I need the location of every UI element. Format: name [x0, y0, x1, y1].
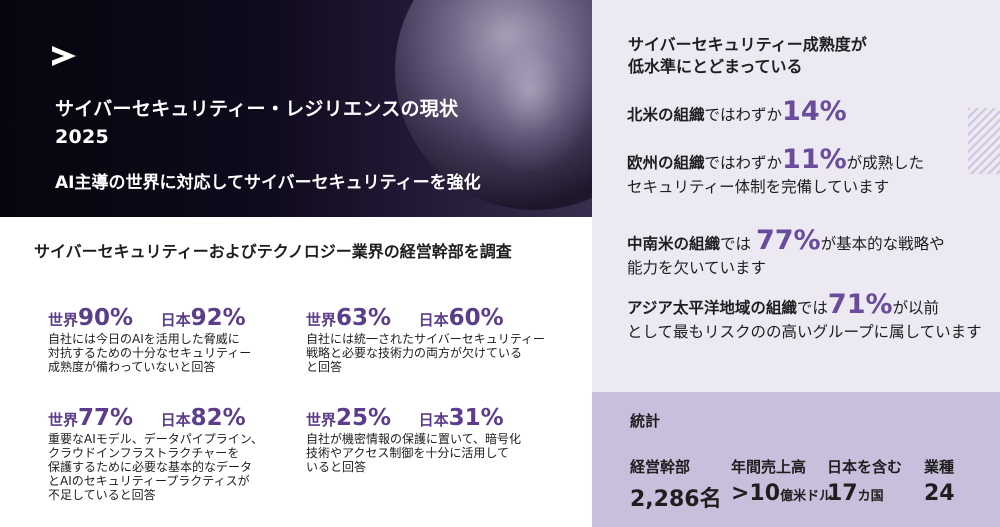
hero-title-year: 2025: [55, 126, 110, 148]
region-connector: ではわずか: [704, 106, 783, 124]
statistic-label: 業種: [924, 458, 955, 476]
region-label: アジア太平洋地域の組織: [627, 299, 797, 317]
maturity-item-apac: アジア太平洋地域の組織では71%が以前 として最もリスクのの高いグループに属して…: [627, 291, 982, 344]
globe-highlight: [470, 10, 590, 170]
region-label: 中南米の組織: [627, 235, 721, 253]
stat-values: 世界90% 日本92%: [48, 305, 251, 331]
japan-label: 日本: [160, 311, 191, 329]
desc-line: 対抗するための十分なセキュリティー: [48, 346, 252, 360]
statistic-label: 日本を含む: [827, 458, 903, 476]
maturity-title-line1: サイバーセキュリティー成熟度が: [628, 35, 867, 54]
world-label: 世界: [48, 311, 79, 329]
decorative-stripes: [968, 108, 1000, 174]
desc-line: 自社には統一されたサイバーセキュリティー: [306, 332, 546, 346]
desc-line: 重要なAIモデル、データパイプライン、: [48, 432, 264, 446]
statistic-unit: カ国: [857, 489, 884, 504]
statistic-value: 17カ国: [827, 481, 902, 506]
statistic-label: 年間売上高: [731, 458, 807, 476]
desc-line: 成熟度が備わっていないと回答: [48, 360, 216, 374]
desc-line: 技術やアクセス制御を十分に活用して: [306, 446, 510, 460]
world-value: 63%: [336, 305, 392, 331]
japan-label: 日本: [418, 411, 449, 429]
desc-line: クラウドインフラストラクチャーを: [48, 446, 240, 460]
region-percent: 14%: [782, 96, 847, 127]
region-text-line2: として最もリスクのの高いグループに属しています: [627, 323, 982, 341]
region-connector: では: [796, 299, 828, 317]
statistic-executives: 経営幹部 2,286名: [630, 456, 722, 513]
region-text: が以前: [892, 299, 940, 317]
statistic-revenue: 年間売上高 >10億米ドル: [731, 456, 832, 506]
statistic-industries: 業種 24: [924, 456, 955, 506]
stat-description: 自社が機密情報の保護に置いて、暗号化 技術やアクセス制御を十分に活用して いると…: [306, 432, 521, 474]
region-connector: では: [720, 235, 756, 253]
statistic-value: >10億米ドル: [731, 481, 832, 506]
statistic-value: 2,286名: [630, 481, 722, 513]
region-percent: 77%: [755, 225, 821, 256]
hero-title: サイバーセキュリティー・レジリエンスの現状 2025: [55, 95, 458, 151]
desc-line: いると回答: [306, 460, 367, 474]
statistic-number: 24: [924, 481, 955, 506]
survey-stat-4: 世界25% 日本31% 自社が機密情報の保護に置いて、暗号化 技術やアクセス制御…: [306, 405, 521, 474]
hero-title-line1: サイバーセキュリティー・レジリエンスの現状: [55, 98, 459, 120]
region-label: 欧州の組織: [627, 154, 705, 172]
statistic-countries: 日本を含む 17カ国: [827, 456, 902, 506]
stat-description: 自社には統一されたサイバーセキュリティー 戦略と必要な技術力の両方が欠けている …: [306, 332, 545, 374]
world-label: 世界: [306, 311, 337, 329]
statistic-label: 経営幹部: [630, 458, 691, 476]
region-connector: ではわずか: [704, 154, 783, 172]
statistic-number: 17: [827, 481, 858, 506]
world-value: 90%: [78, 305, 134, 331]
desc-line: 戦略と必要な技術力の両方が欠けている: [306, 346, 523, 360]
maturity-item-latin-america: 中南米の組織では 77%が基本的な戦略や 能力を欠いています: [627, 227, 945, 280]
world-value: 25%: [336, 405, 392, 431]
region-percent: 71%: [827, 289, 893, 320]
chevron-logo-icon: [52, 46, 76, 66]
maturity-item-north-america: 北米の組織ではわずか14%: [627, 98, 847, 127]
region-text: が成熟した: [846, 154, 925, 172]
desc-line: 不足していると回答: [48, 488, 156, 502]
japan-value: 82%: [190, 405, 246, 431]
survey-stat-3: 世界77% 日本82% 重要なAIモデル、データパイプライン、 クラウドインフラ…: [48, 405, 263, 502]
statistic-number: >10: [731, 481, 781, 506]
region-percent: 11%: [782, 144, 847, 175]
region-label: 北米の組織: [627, 106, 705, 124]
desc-line: 自社が機密情報の保護に置いて、暗号化: [306, 432, 522, 446]
maturity-item-europe: 欧州の組織ではわずか11%が成熟した セキュリティー体制を完備しています: [627, 146, 925, 199]
japan-value: 60%: [448, 305, 504, 331]
maturity-title-line2: 低水準にとどまっている: [628, 57, 803, 76]
maturity-title: サイバーセキュリティー成熟度が 低水準にとどまっている: [628, 34, 867, 78]
statistic-unit: 億米ドル: [780, 489, 833, 504]
statistic-value: 24: [924, 481, 955, 506]
survey-stat-2: 世界63% 日本60% 自社には統一されたサイバーセキュリティー 戦略と必要な技…: [306, 305, 545, 374]
stat-values: 世界77% 日本82%: [48, 405, 263, 431]
statistics-panel: [592, 392, 1000, 527]
region-text-line2: セキュリティー体制を完備しています: [627, 178, 890, 196]
stat-description: 自社には今日のAIを活用した脅威に 対抗するための十分なセキュリティー 成熟度が…: [48, 332, 251, 374]
japan-value: 31%: [448, 405, 504, 431]
hero-subtitle: AI主導の世界に対応してサイバーセキュリティーを強化: [55, 173, 481, 193]
survey-stat-1: 世界90% 日本92% 自社には今日のAIを活用した脅威に 対抗するための十分な…: [48, 305, 251, 374]
world-label: 世界: [306, 411, 337, 429]
japan-value: 92%: [190, 305, 246, 331]
maturity-panel: [592, 0, 1000, 392]
region-text: が基本的な戦略や: [820, 235, 945, 253]
stat-values: 世界25% 日本31%: [306, 405, 521, 431]
survey-title: サイバーセキュリティーおよびテクノロジー業界の経営幹部を調査: [34, 242, 512, 261]
statistics-title: 統計: [630, 412, 661, 430]
japan-label: 日本: [160, 411, 191, 429]
desc-line: と回答: [306, 360, 343, 374]
region-text-line2: 能力を欠いています: [627, 259, 767, 277]
hero-banner: サイバーセキュリティー・レジリエンスの現状 2025 AI主導の世界に対応してサ…: [0, 0, 592, 217]
desc-line: 自社には今日のAIを活用した脅威に: [48, 332, 240, 346]
statistic-number: 2,286名: [630, 487, 722, 512]
desc-line: 保護するために必要な基本的なデータ: [48, 460, 253, 474]
world-value: 77%: [78, 405, 134, 431]
world-label: 世界: [48, 411, 79, 429]
stat-description: 重要なAIモデル、データパイプライン、 クラウドインフラストラクチャーを 保護す…: [48, 432, 263, 502]
desc-line: とAIのセキュリティープラクティスが: [48, 474, 250, 488]
japan-label: 日本: [418, 311, 449, 329]
stat-values: 世界63% 日本60%: [306, 305, 545, 331]
